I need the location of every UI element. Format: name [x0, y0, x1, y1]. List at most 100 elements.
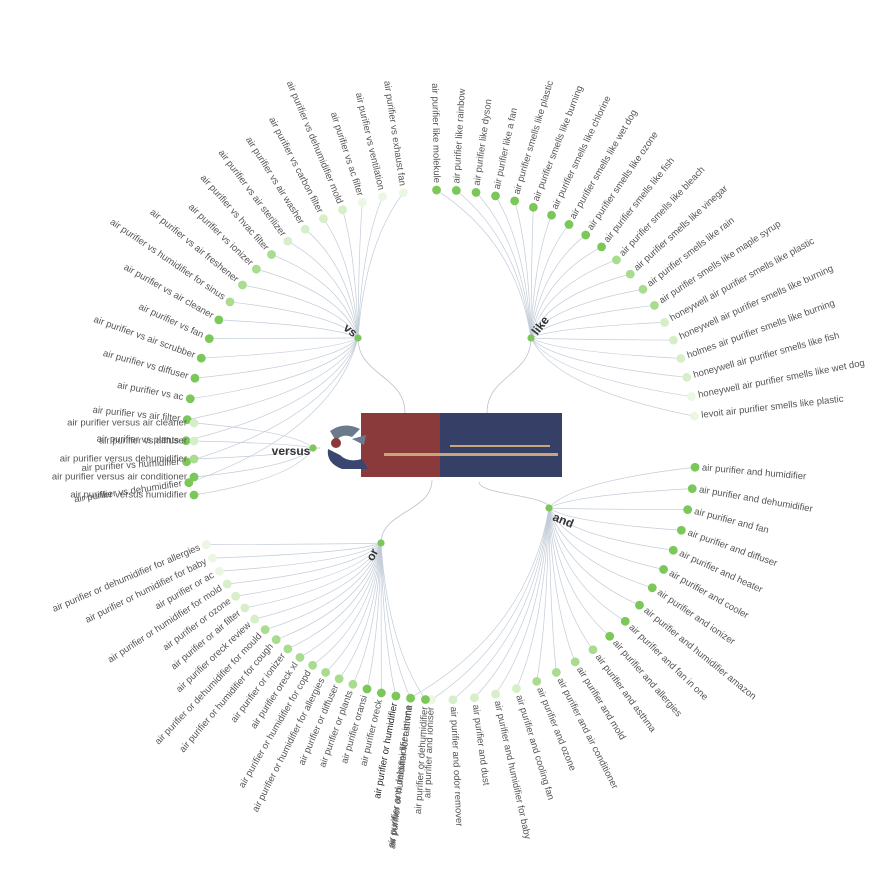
leaf-node[interactable] [669, 335, 678, 345]
leaf-node[interactable] [201, 540, 211, 550]
leaf-node[interactable] [295, 653, 305, 662]
leaf-node[interactable] [182, 415, 192, 425]
leaf-node[interactable] [620, 616, 630, 626]
hub-node-or[interactable] [377, 539, 385, 547]
leaf-label[interactable]: air purifier like molekule [429, 83, 442, 183]
leaf-node[interactable] [612, 255, 621, 265]
leaf-node[interactable] [308, 660, 317, 670]
leaf-node[interactable] [319, 214, 328, 224]
leaf-node[interactable] [406, 693, 416, 703]
leaf-node[interactable] [348, 679, 358, 689]
leaf-node[interactable] [448, 695, 458, 705]
leaf-node[interactable] [185, 394, 195, 404]
leaf-node[interactable] [510, 196, 520, 206]
leaf-label[interactable]: air purifier versus air conditioner [52, 472, 187, 483]
leaf-node[interactable] [240, 603, 250, 613]
leaf-node[interactable] [250, 614, 260, 624]
leaf-node[interactable] [512, 684, 521, 693]
leaf-node[interactable] [398, 188, 408, 198]
leaf-node[interactable] [686, 392, 696, 401]
leaf-node[interactable] [214, 315, 224, 325]
leaf-node[interactable] [635, 600, 644, 610]
leaf-label[interactable]: air purifier like dyson [472, 98, 495, 186]
leaf-node[interactable] [190, 373, 200, 383]
leaf-label[interactable]: air purifier vs plants [97, 434, 180, 446]
leaf-node[interactable] [581, 230, 591, 240]
leaf-node[interactable] [378, 192, 388, 202]
leaf-node[interactable] [267, 250, 276, 259]
leaf-node[interactable] [208, 553, 217, 563]
leaf-node[interactable] [283, 236, 293, 246]
hub-node-and[interactable] [545, 504, 553, 512]
hub-node-like[interactable] [527, 334, 535, 342]
leaf-node[interactable] [184, 478, 194, 488]
leaf-node[interactable] [638, 284, 648, 294]
leaf-node[interactable] [689, 411, 699, 421]
leaf-node[interactable] [189, 436, 199, 446]
leaf-node[interactable] [676, 525, 686, 535]
leaf-node[interactable] [182, 457, 191, 467]
leaf-node[interactable] [491, 191, 500, 201]
leaf-label[interactable]: air purifier like rainbow [451, 88, 468, 184]
leaf-node[interactable] [650, 301, 659, 310]
leaf-node[interactable] [300, 224, 310, 234]
leaf-node[interactable] [338, 205, 347, 215]
leaf-node[interactable] [215, 566, 224, 576]
leaf-node[interactable] [690, 462, 700, 472]
leaf-node[interactable] [189, 418, 199, 428]
leaf-node[interactable] [682, 372, 692, 382]
leaf-label[interactable]: air purifier versus air cleaner [67, 418, 187, 429]
leaf-node[interactable] [238, 280, 247, 290]
leaf-node[interactable] [225, 297, 235, 307]
leaf-node[interactable] [659, 565, 668, 574]
leaf-label[interactable]: air purifier vs air washer [243, 135, 306, 226]
hub-node-vs[interactable] [354, 334, 362, 342]
leaf-node[interactable] [491, 689, 501, 699]
leaf-node[interactable] [597, 242, 606, 252]
leaf-label[interactable]: air purifier versus dehumidifier [60, 454, 187, 465]
leaf-node[interactable] [660, 317, 669, 327]
leaf-node[interactable] [362, 684, 372, 694]
leaf-label[interactable]: air purifier vs dehumidifier mold [284, 79, 345, 205]
leaf-node[interactable] [676, 354, 686, 363]
leaf-node[interactable] [647, 583, 657, 593]
leaf-node[interactable] [189, 454, 199, 464]
leaf-label[interactable]: air purifier and odor remover [448, 706, 465, 826]
leaf-node[interactable] [432, 185, 441, 195]
leaf-node[interactable] [451, 186, 461, 195]
leaf-node[interactable] [687, 484, 697, 493]
leaf-node[interactable] [421, 695, 430, 704]
leaf-label[interactable]: levoit air purifier smells like plastic [701, 394, 845, 421]
leaf-node[interactable] [189, 490, 199, 500]
leaf-node[interactable] [588, 645, 598, 655]
leaf-node[interactable] [283, 644, 293, 654]
leaf-node[interactable] [605, 631, 615, 641]
leaf-node[interactable] [271, 635, 281, 644]
leaf-node[interactable] [222, 579, 232, 589]
leaf-node[interactable] [547, 210, 556, 220]
leaf-node[interactable] [181, 436, 191, 446]
leaf-label[interactable]: air purifier vs ionizer [186, 202, 255, 269]
leaf-label[interactable]: air purifier and humidifier [702, 462, 807, 482]
leaf-node[interactable] [532, 676, 542, 686]
leaf-node[interactable] [260, 625, 270, 635]
leaf-node[interactable] [551, 668, 561, 677]
leaf-node[interactable] [683, 505, 693, 515]
leaf-label[interactable]: air purifier and ioniser [422, 707, 436, 799]
leaf-node[interactable] [528, 202, 538, 212]
leaf-node[interactable] [204, 334, 214, 344]
leaf-node[interactable] [625, 269, 635, 279]
leaf-label[interactable]: air purifier vs air cleaner [122, 262, 216, 321]
leaf-node[interactable] [334, 674, 344, 684]
leaf-label[interactable]: air purifier versus humidifier [70, 490, 187, 501]
leaf-node[interactable] [471, 188, 481, 197]
leaf-node[interactable] [357, 198, 367, 207]
leaf-label[interactable]: air purifier vs exhaust fan [381, 80, 408, 187]
leaf-node[interactable] [231, 591, 241, 601]
leaf-node[interactable] [470, 693, 479, 703]
leaf-node[interactable] [564, 220, 574, 229]
leaf-node[interactable] [321, 668, 331, 677]
leaf-label[interactable]: air purifier and dust [470, 704, 492, 786]
leaf-label[interactable]: air purifier vs diffuser [99, 436, 187, 447]
leaf-label[interactable]: air purifier vs ac [116, 380, 184, 403]
